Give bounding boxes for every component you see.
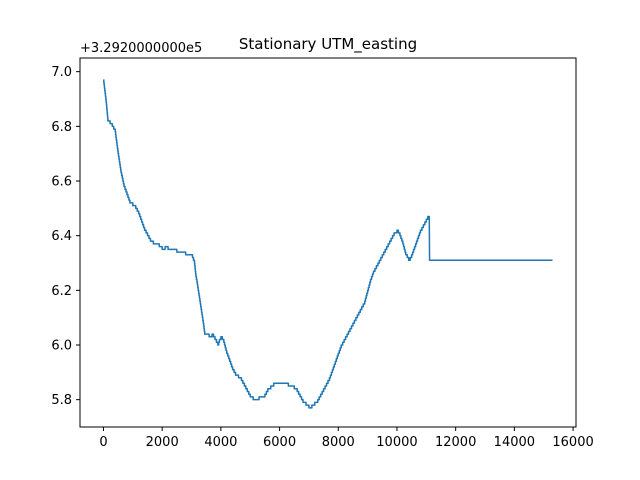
series-line-0 — [103, 79, 553, 409]
x-tick-label: 8000 — [322, 435, 355, 450]
x-tick-label: 6000 — [263, 435, 296, 450]
y-offset-text: +3.2920000000e5 — [80, 41, 202, 56]
x-tick-label: 2000 — [146, 435, 179, 450]
y-tick-label: 6.0 — [51, 339, 72, 354]
x-tick-label: 4000 — [204, 435, 237, 450]
y-tick-label: 7.0 — [51, 65, 72, 80]
plot-frame — [79, 57, 577, 428]
y-tick-label: 5.8 — [51, 393, 72, 408]
x-axis-ticks: 0 2000 4000 6000 8000 10000 12000 14000 16000 — [99, 427, 594, 450]
x-tick-label: 10000 — [376, 435, 417, 450]
y-tick-label: 6.2 — [51, 284, 72, 299]
series-layer — [103, 79, 553, 409]
y-tick-label: 6.8 — [51, 120, 72, 135]
y-tick-label: 6.6 — [51, 175, 72, 190]
x-tick-label: 0 — [99, 435, 107, 450]
y-axis-ticks: 5.8 6.0 6.2 6.4 6.6 6.8 7.0 — [51, 65, 80, 408]
y-tick-label: 6.4 — [51, 229, 72, 244]
chart-title: Stationary UTM_easting — [239, 35, 417, 54]
x-tick-label: 14000 — [494, 435, 535, 450]
x-tick-label: 12000 — [435, 435, 476, 450]
x-tick-label: 16000 — [552, 435, 593, 450]
